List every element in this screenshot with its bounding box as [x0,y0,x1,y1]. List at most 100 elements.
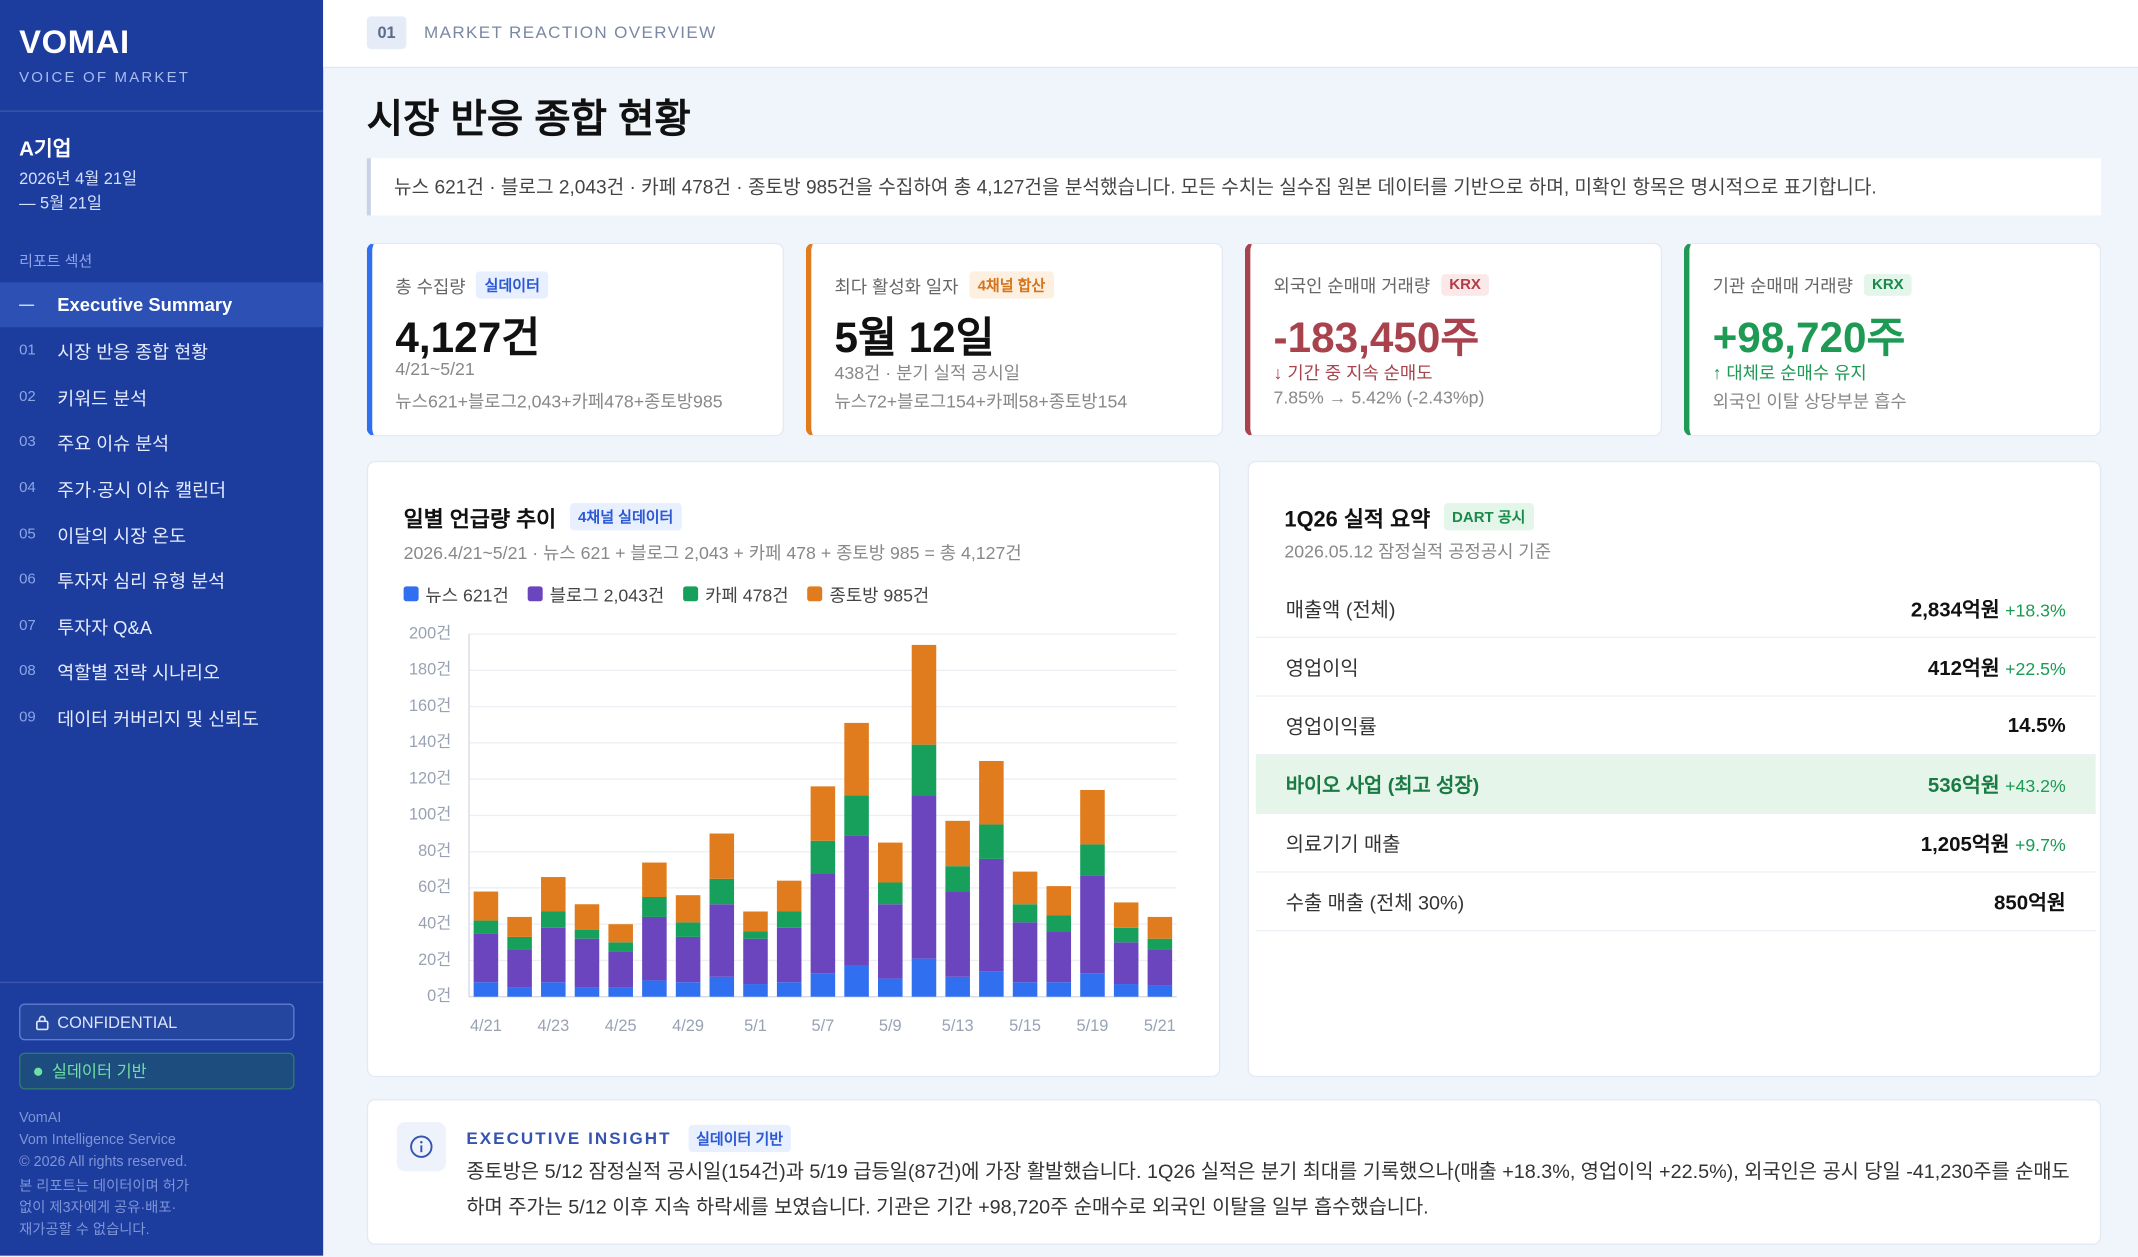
summary-tag: DART 공시 [1443,503,1534,531]
header-num: 01 [366,16,407,50]
nav-label: 투자자 심리 유형 분석 [57,571,226,592]
bar-segment [1046,931,1072,983]
bar-segment [1113,927,1139,943]
kpi-tag: KRX [1863,273,1912,296]
kpi-label: 기관 순매매 거래량 [1712,275,1853,296]
legend-item: 종토방 985건 [807,581,929,607]
x-tick-label: 4/29 [672,1017,704,1035]
footer-line: Vom Intelligence Service [19,1131,176,1149]
y-tick-label: 0건 [427,987,451,1005]
chart-subtitle: 2026.4/21~5/21 · 뉴스 621 + 블로그 2,043 + 카페… [403,542,1022,564]
bar-segment [507,936,532,950]
chart-badge: 4채널 실데이터 [569,503,682,531]
x-tick-label: 5/21 [1144,1017,1176,1035]
nav-item: 08 역할별 전략 시나리오 [0,649,323,694]
chart-title: 일별 언급량 추이 [403,508,557,532]
row-label: 영업이익 [1285,657,1359,680]
kpi-label: 외국인 순매매 거래량 [1273,275,1431,296]
nav-num: 06 [19,571,36,588]
bar-segment [574,929,600,939]
kpi-sub: 뉴스621+블로그2,043+카페478+종토방985 [395,391,723,412]
bar-segment [709,833,735,879]
legend-swatch [807,586,823,602]
kpi-sub: 438건 · 분기 실적 공시일 [834,362,1021,384]
x-tick-label: 4/25 [605,1017,637,1035]
bar-segment [642,862,667,897]
bar-segment [507,916,532,937]
legend-item: 카페 478건 [683,581,789,607]
bar-segment [642,916,667,981]
row-change: +18.3% [2005,599,2066,620]
kpi-tag: KRX [1441,273,1490,296]
bar-segment [1012,982,1038,997]
bar-segment [1147,985,1173,997]
nav-item: 05 이달의 시장 온도 [0,511,323,556]
bar-segment [675,922,701,937]
bar-segment [911,744,937,796]
dot [34,1066,43,1076]
row-value: 14.5% [2007,713,2066,737]
divider [0,981,324,984]
bar-segment [642,896,667,917]
footer-line: 본 리포트는 데이터이며 허가 [19,1178,190,1195]
badge-text: CONFIDENTIAL [57,1012,178,1032]
insight-card: EXECUTIVE INSIGHT 실데이터 기반 종토방은 5/12 잠정실적… [366,1098,2102,1245]
notice: 뉴스 621건 · 블로그 2,043건 · 카페 478건 · 종토방 985… [366,158,2102,216]
row-value-group: 850억원 [1994,887,2066,916]
x-tick-label: 5/19 [1077,1017,1109,1035]
bar-segment [1147,949,1173,986]
y-tick-label: 120건 [409,769,451,787]
insight-text: 종토방은 5/12 잠정실적 공시일(154건)과 5/19 급등일(87건)에… [466,1161,2070,1219]
y-tick-label: 180건 [409,661,451,679]
nav-num: 09 [19,708,36,726]
nav-num: 07 [19,617,36,634]
footer-line: VomAI [19,1109,62,1127]
data-badge: 실데이터 기반 [19,1052,295,1090]
bar-segment [844,965,869,997]
bar-segment [1113,942,1139,985]
insight-title-row: EXECUTIVE INSIGHT 실데이터 기반 [466,1124,792,1153]
bar-segment [776,982,802,997]
bar-segment [574,987,600,997]
bar-segment [810,840,836,874]
row-value-group: 2,834억원 +18.3% [1911,594,2066,623]
summary-subtitle: 2026.05.12 잠정실적 공정공시 기준 [1284,541,1552,562]
bar-segment [945,820,970,867]
bar-segment [709,878,735,905]
kpi-sub: ↓ 기간 중 지속 순매도 [1273,362,1433,384]
kpi-value: +98,720주 [1712,313,1906,362]
kpi-sub: 뉴스72+블로그154+카페58+종토방154 [834,391,1128,412]
bar-segment [1080,875,1105,974]
legend-swatch [683,586,699,602]
bar-segment [473,982,499,997]
insight-tag: 실데이터 기반 [687,1124,792,1153]
kpi-label-row: 총 수집량 실데이터 [395,271,549,299]
nav-item: 01 시장 반응 종합 현황 [0,328,323,373]
bar-segment [878,978,903,997]
legend-label: 카페 478건 [705,584,789,606]
bar-segment [844,795,869,836]
bar-segment [979,858,1004,972]
lock-icon [35,1015,49,1030]
bar-segment [1012,922,1038,983]
legend-item: 블로그 2,043건 [527,581,664,607]
row-label: 바이오 사업 (최고 성장) [1285,775,1480,797]
kpi-sub: 7.85% → 5.42% (-2.43%p) [1273,387,1485,408]
row-value: 850억원 [1993,891,2066,915]
kpi-sub: 4/21~5/21 [395,358,475,380]
bar-segment [911,644,937,745]
nav-item: 03 주요 이슈 분석 [0,420,323,465]
nav-item: 06 투자자 심리 유형 분석 [0,557,323,602]
nav-item: 04 주가·공시 이슈 캘린더 [0,465,323,510]
bar-segment [507,987,532,997]
bar-segment [1113,902,1139,928]
nav-num: — [19,296,35,313]
nav-item: — Executive Summary [0,282,324,328]
bar-segment [1080,844,1105,876]
nav-label: 투자자 Q&A [57,617,153,638]
legend-swatch [403,586,419,602]
bar-segment [541,927,566,983]
footer-line: 없이 제3자에게 공유·배포· [19,1199,177,1217]
nav-num: 05 [19,525,36,542]
